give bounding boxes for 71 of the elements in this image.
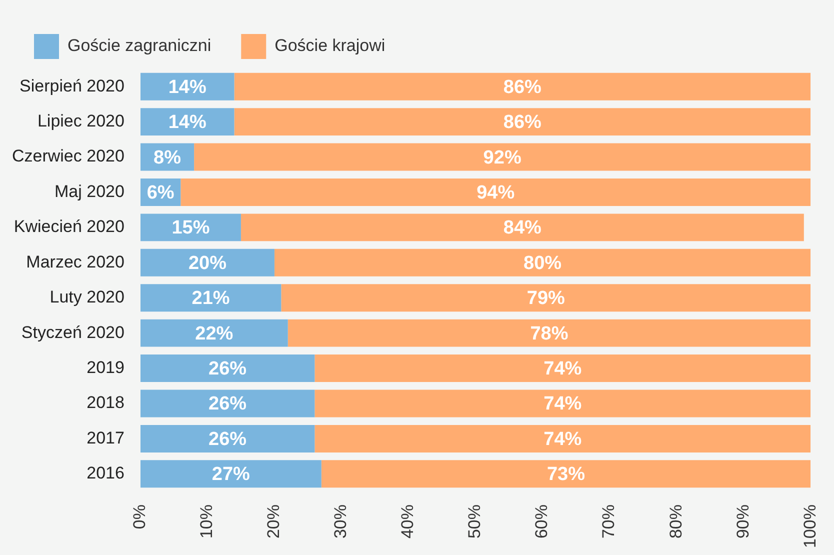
y-tick-label: 2019	[86, 358, 124, 377]
x-tick-label: 80%	[666, 504, 686, 539]
data-label: 8%	[154, 147, 182, 168]
bar	[321, 460, 811, 488]
data-label: 27%	[212, 464, 250, 486]
data-label: 94%	[476, 182, 515, 204]
y-tick-label: Czerwiec 2020	[12, 146, 124, 166]
data-label: 20%	[188, 252, 227, 274]
bar	[140, 354, 315, 382]
x-tick-label: 0%	[130, 504, 150, 530]
x-tick-label: 50%	[465, 504, 484, 539]
data-label: 84%	[503, 218, 542, 239]
y-tick-label: 2016	[86, 464, 124, 483]
data-label: 86%	[503, 112, 542, 134]
data-label: 22%	[195, 323, 234, 344]
bar	[140, 248, 274, 276]
legend-label: Goście zagraniczni	[68, 36, 212, 56]
y-tick-label: 2017	[86, 428, 124, 448]
bar	[140, 72, 234, 100]
x-tick-label: 40%	[398, 504, 418, 539]
y-tick-label: Marzec 2020	[26, 252, 124, 272]
x-tick-label: 90%	[733, 504, 752, 539]
bar	[240, 214, 804, 242]
data-label: 15%	[172, 218, 210, 239]
bar	[274, 248, 811, 276]
data-label: 14%	[168, 112, 206, 134]
bar	[234, 72, 811, 100]
x-tick-label: 70%	[599, 504, 618, 539]
data-label: 74%	[544, 394, 582, 415]
bar	[314, 390, 811, 418]
bar	[140, 390, 315, 418]
data-label: 26%	[208, 358, 247, 380]
data-label: 86%	[503, 76, 542, 98]
data-label: 74%	[544, 358, 582, 380]
x-tick-label: 100%	[800, 504, 820, 548]
y-tick-label: Luty 2020	[50, 288, 124, 307]
bar	[140, 214, 241, 242]
data-label: 73%	[546, 464, 586, 486]
x-tick-label: 60%	[532, 504, 552, 539]
bar	[234, 108, 811, 136]
bar	[140, 284, 282, 312]
bar	[140, 319, 288, 347]
data-label: 21%	[192, 288, 230, 310]
y-tick-label: 2018	[86, 393, 124, 412]
x-tick-label: 10%	[197, 504, 216, 539]
y-tick-label: Styczeń 2020	[21, 322, 124, 342]
bar	[180, 178, 811, 206]
legend-label: Goście krajowi	[274, 36, 386, 56]
y-tick-label: Sierpień 2020	[20, 76, 124, 96]
x-tick-label: 30%	[331, 504, 350, 539]
x-tick-label: 20%	[264, 504, 284, 539]
data-label: 14%	[168, 76, 206, 98]
y-tick-label: Lipiec 2020	[37, 112, 124, 131]
data-label: 26%	[208, 394, 247, 415]
data-label: 26%	[208, 428, 247, 450]
data-label: 74%	[544, 428, 582, 450]
bar	[288, 319, 811, 347]
bar	[281, 284, 811, 312]
data-label: 92%	[483, 147, 522, 168]
bar	[314, 424, 811, 452]
bar	[140, 424, 315, 452]
bar	[140, 460, 322, 488]
data-label: 79%	[526, 288, 566, 310]
data-label: 78%	[530, 323, 568, 344]
bar	[194, 143, 811, 171]
y-tick-label: Maj 2020	[54, 182, 124, 201]
y-tick-label: Kwiecień 2020	[14, 217, 124, 236]
data-label: 6%	[146, 182, 174, 204]
bar	[140, 108, 234, 136]
data-label: 80%	[524, 252, 562, 274]
bar	[314, 354, 811, 382]
